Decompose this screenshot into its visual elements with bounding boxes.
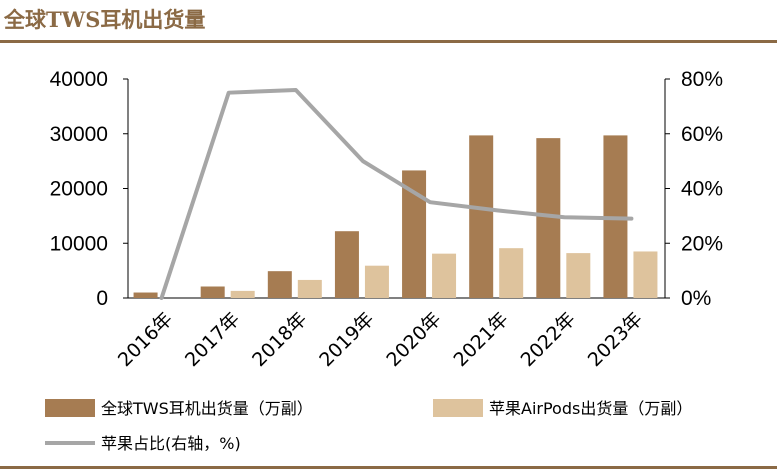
- page-title: 全球TWS耳机出货量: [4, 7, 206, 32]
- airpods-shipment-bar: [297, 279, 322, 298]
- right-axis-tick-label: 20%: [681, 232, 723, 255]
- x-tick-label: 2016年: [114, 308, 177, 371]
- header-divider: [0, 40, 777, 43]
- x-tick-label: 2021年: [450, 308, 513, 371]
- legend-swatch: [45, 399, 95, 417]
- x-tick-label: 2022年: [517, 308, 580, 371]
- tws-shipment-bar: [334, 231, 359, 298]
- legend-label: 苹果AirPods出货量（万副）: [489, 399, 692, 418]
- x-tick-label: 2018年: [248, 308, 311, 371]
- footer-divider: [0, 466, 777, 469]
- x-tick-label: 2020年: [382, 308, 445, 371]
- tws-shipment-bar: [133, 292, 158, 298]
- right-axis-tick-label: 60%: [681, 123, 723, 146]
- tws-shipment-bar: [200, 286, 225, 298]
- airpods-shipment-bar: [230, 290, 255, 298]
- airpods-shipment-bar: [364, 265, 389, 298]
- left-axis-tick-label: 10000: [50, 232, 108, 255]
- legend-item: 苹果占比(右轴，%): [45, 434, 241, 453]
- airpods-shipment-bar: [499, 248, 524, 298]
- right-axis-tick-label: 40%: [681, 178, 723, 201]
- airpods-shipment-bar: [633, 251, 658, 298]
- legend: 全球TWS耳机出货量（万副） 苹果AirPods出货量（万副） 苹果占比(右轴，%): [45, 399, 692, 453]
- legend-label: 苹果占比(右轴，%): [101, 434, 241, 453]
- legend-item: 全球TWS耳机出货量（万副）: [45, 399, 313, 418]
- line-series-group: [159, 87, 634, 300]
- x-tick-labels: 2016年 2017年 2018年 2019年 2020年 2021年 2022年 2023年: [114, 308, 647, 371]
- apple-share-line: [159, 87, 634, 300]
- legend-label: 全球TWS耳机出货量（万副）: [101, 399, 313, 418]
- left-axis-tick-label: 20000: [50, 178, 108, 201]
- x-tick-label: 2023年: [584, 308, 647, 371]
- right-axis-tick-label: 80%: [681, 68, 723, 91]
- airpods-shipment-bar: [566, 253, 591, 298]
- chart-axes: 0 10000 20000 30000 40000 0% 20% 40% 60% 80%: [50, 68, 723, 310]
- left-axis-tick-label: 40000: [50, 68, 108, 91]
- left-axis-tick-label: 0: [96, 287, 108, 310]
- tws-shipment-bar: [267, 271, 292, 298]
- tws-shipment-bar: [469, 135, 494, 298]
- x-tick-label: 2019年: [315, 308, 378, 371]
- legend-item: 苹果AirPods出货量（万副）: [433, 399, 692, 418]
- x-tick-label: 2017年: [181, 308, 244, 371]
- legend-swatch: [433, 399, 483, 417]
- airpods-shipment-bar: [432, 253, 457, 298]
- left-axis-tick-label: 30000: [50, 123, 108, 146]
- right-axis-tick-label: 0%: [681, 287, 711, 310]
